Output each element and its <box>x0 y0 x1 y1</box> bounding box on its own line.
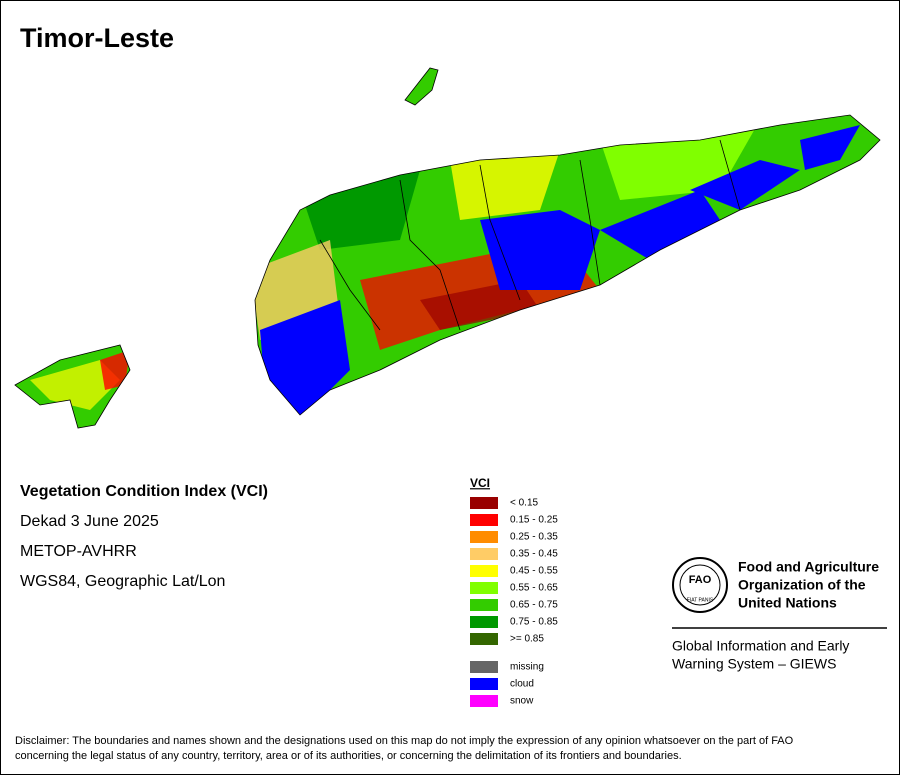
disclaimer: Disclaimer: The boundaries and names sho… <box>15 735 794 762</box>
info-line: Dekad 3 June 2025 <box>20 513 159 530</box>
legend-swatch <box>470 582 498 594</box>
org-name: Food and Agriculture Organization of the U… <box>738 559 879 611</box>
legend-swatch <box>470 661 498 673</box>
disclaimer-line: Disclaimer: The boundaries and names sho… <box>15 735 794 747</box>
legend-label: 0.65 - 0.75 <box>510 600 558 611</box>
legend-title: VCI <box>470 476 490 490</box>
boundaries <box>14 67 881 429</box>
legend-swatch <box>470 678 498 690</box>
legend-label: 0.55 - 0.65 <box>510 583 558 594</box>
map-title: Timor-Leste <box>20 23 174 53</box>
legend-swatch <box>470 565 498 577</box>
legend-swatch <box>470 633 498 645</box>
info-line: METOP-AVHRR <box>20 543 137 560</box>
legend-label: 0.75 - 0.85 <box>510 617 558 628</box>
org-line: Organization of the <box>738 577 866 593</box>
legend-swatch <box>470 548 498 560</box>
legend-swatch <box>470 695 498 707</box>
legend-swatch <box>470 599 498 611</box>
system-name: Global Information and Early Warning Syst… <box>672 638 849 672</box>
info-heading: Vegetation Condition Index (VCI) <box>20 483 268 500</box>
legend-swatch <box>470 497 498 509</box>
fao-logo: FAO FIAT PANIS <box>672 557 728 613</box>
logo-letters: FAO <box>689 574 712 586</box>
legend-label: missing <box>510 662 544 673</box>
legend-label: cloud <box>510 679 534 690</box>
info-block: Vegetation Condition Index (VCI) Dekad 3 … <box>20 483 268 590</box>
info-line: WGS84, Geographic Lat/Lon <box>20 573 225 590</box>
legend-swatch <box>470 616 498 628</box>
legend-label: 0.15 - 0.25 <box>510 515 558 526</box>
logo-motto: FIAT PANIS <box>687 597 714 603</box>
org-line: United Nations <box>738 595 837 611</box>
legend-label: >= 0.85 <box>510 634 544 645</box>
disclaimer-line: concerning the legal status of any count… <box>15 750 682 762</box>
system-line: Global Information and Early <box>672 638 849 654</box>
legend: < 0.15 0.15 - 0.25 0.25 - 0.35 0.35 - 0.45 0… <box>470 497 558 707</box>
legend-label: 0.35 - 0.45 <box>510 549 558 560</box>
legend-label: 0.25 - 0.35 <box>510 532 558 543</box>
system-line: Warning System – GIEWS <box>672 656 836 672</box>
legend-swatch <box>470 514 498 526</box>
org-line: Food and Agriculture <box>738 559 879 575</box>
legend-label: < 0.15 <box>510 498 539 509</box>
legend-label: 0.45 - 0.55 <box>510 566 558 577</box>
legend-swatch <box>470 531 498 543</box>
legend-label: snow <box>510 696 534 707</box>
